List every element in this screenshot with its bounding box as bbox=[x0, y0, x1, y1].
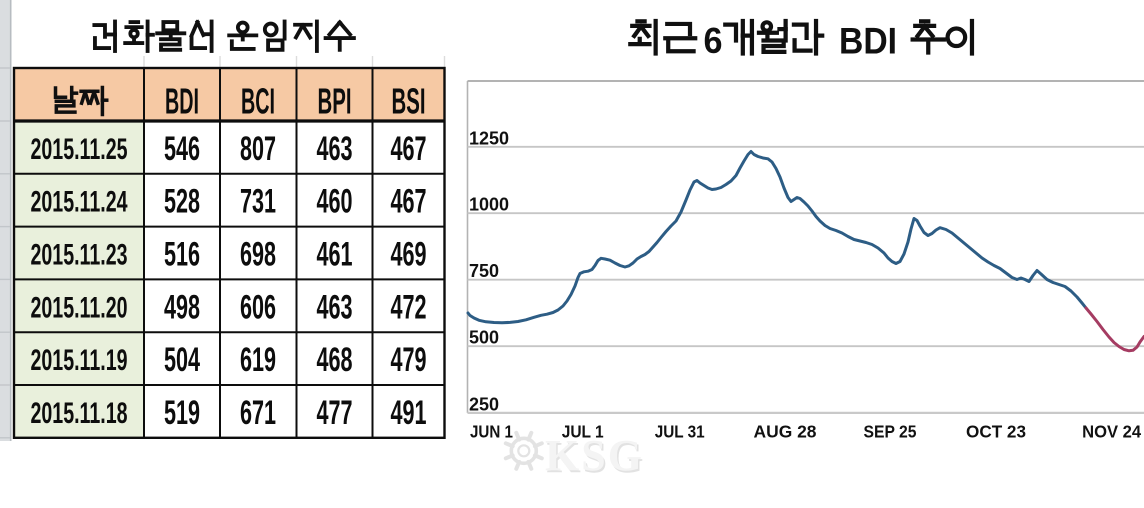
svg-text:807: 807 bbox=[240, 130, 276, 168]
svg-text:2015.11.24: 2015.11.24 bbox=[31, 186, 128, 219]
svg-text:JUL 1: JUL 1 bbox=[562, 422, 604, 442]
svg-text:BSI: BSI bbox=[392, 81, 426, 122]
svg-text:671: 671 bbox=[240, 394, 276, 432]
svg-text:BCI: BCI bbox=[241, 81, 275, 122]
svg-text:468: 468 bbox=[317, 341, 353, 379]
svg-text:2015.11.18: 2015.11.18 bbox=[31, 397, 128, 430]
svg-text:JUN 1: JUN 1 bbox=[470, 422, 513, 442]
svg-text:472: 472 bbox=[391, 288, 427, 326]
svg-text:467: 467 bbox=[391, 130, 427, 168]
svg-text:460: 460 bbox=[317, 183, 353, 221]
svg-text:504: 504 bbox=[164, 341, 200, 379]
svg-text:519: 519 bbox=[164, 394, 200, 432]
svg-text:461: 461 bbox=[317, 236, 353, 274]
svg-text:1000: 1000 bbox=[469, 195, 509, 215]
svg-text:467: 467 bbox=[391, 183, 427, 221]
svg-text:463: 463 bbox=[317, 288, 353, 326]
svg-text:479: 479 bbox=[391, 341, 427, 379]
svg-text:KSG: KSG bbox=[545, 431, 644, 480]
svg-text:463: 463 bbox=[317, 130, 353, 168]
svg-text:698: 698 bbox=[240, 236, 276, 274]
svg-text:BDI: BDI bbox=[165, 81, 199, 122]
svg-text:SEP 25: SEP 25 bbox=[864, 422, 917, 442]
svg-text:491: 491 bbox=[391, 394, 427, 432]
svg-text:731: 731 bbox=[240, 183, 276, 221]
svg-text:1250: 1250 bbox=[469, 128, 509, 148]
svg-text:606: 606 bbox=[240, 288, 276, 326]
svg-text:OCT 23: OCT 23 bbox=[966, 422, 1026, 442]
svg-text:AUG 28: AUG 28 bbox=[754, 422, 817, 442]
svg-text:BPI: BPI bbox=[318, 81, 352, 122]
svg-text:2015.11.19: 2015.11.19 bbox=[31, 344, 128, 377]
svg-text:516: 516 bbox=[164, 236, 200, 274]
svg-text:469: 469 bbox=[391, 236, 427, 274]
svg-text:BDI: BDI bbox=[839, 21, 897, 62]
svg-text:750: 750 bbox=[469, 261, 499, 281]
svg-text:2015.11.25: 2015.11.25 bbox=[31, 133, 128, 166]
svg-text:477: 477 bbox=[317, 394, 353, 432]
svg-text:2015.11.20: 2015.11.20 bbox=[31, 291, 128, 324]
svg-text:546: 546 bbox=[164, 130, 200, 168]
svg-text:619: 619 bbox=[240, 341, 276, 379]
svg-text:6: 6 bbox=[704, 20, 723, 61]
svg-text:500: 500 bbox=[469, 328, 499, 348]
svg-text:528: 528 bbox=[164, 183, 200, 221]
svg-text:2015.11.23: 2015.11.23 bbox=[31, 239, 128, 272]
svg-text:NOV 24: NOV 24 bbox=[1082, 422, 1141, 442]
svg-text:498: 498 bbox=[164, 288, 200, 326]
svg-text:KSG: KSG bbox=[547, 433, 646, 482]
svg-text:250: 250 bbox=[469, 394, 499, 414]
svg-text:JUL 31: JUL 31 bbox=[655, 422, 705, 442]
